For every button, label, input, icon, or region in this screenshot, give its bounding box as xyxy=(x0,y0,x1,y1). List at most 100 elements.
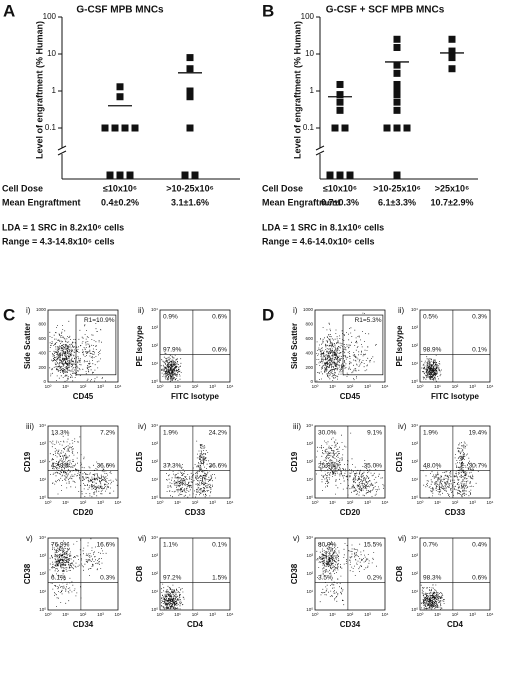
x-tick-label: 10⁴ xyxy=(227,612,234,617)
y-axis-label: CD8 xyxy=(395,565,404,582)
x-tick-label: 10⁴ xyxy=(382,612,389,617)
data-point xyxy=(448,65,456,73)
y-tick-label: 10³ xyxy=(411,325,418,330)
y-tick-label: 400 xyxy=(38,350,46,355)
quadrant-label: 0.3% xyxy=(472,314,487,321)
gate-label: R1=5.3% xyxy=(355,317,382,324)
quadrant-label: 1.9% xyxy=(163,430,178,437)
x-tick-label: 10⁴ xyxy=(115,612,122,617)
quadrant-label: 3.5% xyxy=(318,574,333,581)
y-tick-label: 10⁴ xyxy=(151,423,158,428)
y-tick-label: 800 xyxy=(305,322,313,327)
row-heading: Mean Engraftment xyxy=(262,197,341,207)
quadrant-label: 0.6% xyxy=(212,314,227,321)
data-point xyxy=(393,87,401,95)
gate xyxy=(342,314,384,376)
quadrant-label: 0.3% xyxy=(100,574,115,581)
quadrant-label: 0.2% xyxy=(367,574,382,581)
y-tick-label: 10⁰ xyxy=(39,607,46,612)
x-tick-label: 10³ xyxy=(97,612,104,617)
x-tick-label: 10¹ xyxy=(329,500,336,505)
x-tick-label: 10¹ xyxy=(62,612,69,617)
y-tick-label: 100 xyxy=(301,12,315,21)
data-point xyxy=(126,171,134,179)
data-point xyxy=(131,124,139,132)
range-text: Range = 4.3-14.8x10⁶ cells xyxy=(2,236,114,246)
y-tick-label: 10² xyxy=(39,459,46,464)
x-axis-label: CD33 xyxy=(185,508,206,517)
y-tick-label: 10¹ xyxy=(151,589,158,594)
data-point xyxy=(403,124,411,132)
x-tick-label: 10⁰ xyxy=(312,500,319,505)
y-tick-label: 10⁰ xyxy=(411,379,418,384)
data-point xyxy=(106,171,114,179)
y-tick-label: 10⁴ xyxy=(39,423,46,428)
y-tick-label: 10³ xyxy=(306,441,313,446)
quadrant-label: 36.6% xyxy=(97,462,116,469)
data-point xyxy=(393,35,401,43)
y-tick-label: 10¹ xyxy=(411,477,418,482)
plot-numeral: ii) xyxy=(138,306,145,315)
plot-frame xyxy=(314,537,386,611)
y-tick-label: 10⁰ xyxy=(306,495,313,500)
lda-text: LDA = 1 SRC in 8.1x10⁶ cells xyxy=(262,222,384,232)
y-tick-label: 800 xyxy=(38,322,46,327)
data-point xyxy=(116,83,124,91)
y-tick-label: 10⁴ xyxy=(306,535,313,540)
y-tick-label: 0.1 xyxy=(45,123,57,132)
data-point xyxy=(448,35,456,43)
y-axis-label: CD15 xyxy=(135,451,144,472)
plot-frame xyxy=(419,425,491,499)
cell-dose: >10-25x10⁶ xyxy=(373,183,420,193)
x-tick-label: 10⁰ xyxy=(417,500,424,505)
x-tick-label: 10² xyxy=(192,612,199,617)
row-heading: Mean Engraftment xyxy=(2,197,81,207)
flow-plot: iv) CD33 CD15 10⁰ 10¹ 10² 10³ 10⁴ 10⁰ 10¹ 10² 10³ 10… xyxy=(135,422,233,517)
cell-events xyxy=(316,432,385,497)
data-point xyxy=(393,80,401,88)
data-point xyxy=(326,171,334,179)
quadrant-label: 0.5% xyxy=(423,314,438,321)
quadrant-label: 48.0% xyxy=(423,462,442,469)
x-axis-label: CD20 xyxy=(340,508,361,517)
flow-plot: i) CD45 Side Scatter 10⁰ 10¹ 10² 10³ 10⁴ 0 200 400… xyxy=(23,306,121,401)
data-point xyxy=(191,171,199,179)
plot-frame xyxy=(159,309,231,383)
gate-label: R1=10.9% xyxy=(84,317,115,324)
y-tick-label: 10⁴ xyxy=(306,423,313,428)
y-tick-label: 10 xyxy=(47,49,56,58)
y-tick-label: 100 xyxy=(43,12,57,21)
x-tick-label: 10⁰ xyxy=(312,612,319,617)
plot-numeral: iii) xyxy=(293,422,301,431)
data-point xyxy=(116,93,124,101)
quadrant-label: 76.9% xyxy=(51,542,70,549)
mean-engraftment: 0.7±0.3% xyxy=(321,197,359,207)
x-tick-label: 10³ xyxy=(209,384,216,389)
gate xyxy=(75,314,117,376)
x-tick-label: 10¹ xyxy=(434,612,441,617)
plot-numeral: v) xyxy=(293,534,300,543)
panel-letter: D xyxy=(262,305,274,324)
flow-plot: v) CD34 CD38 10⁰ 10¹ 10² 10³ 10⁴ 10⁰ 10¹ 10² 10³ 10⁴… xyxy=(290,534,388,629)
data-point xyxy=(393,171,401,179)
quadrant-label: 98.3% xyxy=(423,574,442,581)
y-tick-label: 10³ xyxy=(39,553,46,558)
x-tick-label: 10⁴ xyxy=(487,612,494,617)
quadrant-label: 25.9% xyxy=(318,462,337,469)
y-tick-label: 10⁴ xyxy=(151,535,158,540)
lda-text: LDA = 1 SRC in 8.2x10⁶ cells xyxy=(2,222,124,232)
cell-events xyxy=(316,312,377,382)
quadrant-label: 37.3% xyxy=(163,462,182,469)
flow-plot: vi) CD4 CD8 10⁰ 10¹ 10² 10³ 10⁴ 10⁰ 10¹ 10² 10³ 10⁴ 0… xyxy=(395,534,493,629)
data-point xyxy=(331,124,339,132)
x-tick-label: 10⁰ xyxy=(45,612,52,617)
y-tick-label: 1000 xyxy=(36,307,47,312)
data-point xyxy=(186,93,194,101)
x-tick-label: 10⁴ xyxy=(115,500,122,505)
plot-numeral: iv) xyxy=(138,422,147,431)
plot-numeral: iv) xyxy=(398,422,407,431)
x-tick-label: 10¹ xyxy=(174,384,181,389)
y-tick-label: 10¹ xyxy=(306,589,313,594)
axis-break xyxy=(315,145,325,156)
quadrant-label: 15.5% xyxy=(364,542,383,549)
